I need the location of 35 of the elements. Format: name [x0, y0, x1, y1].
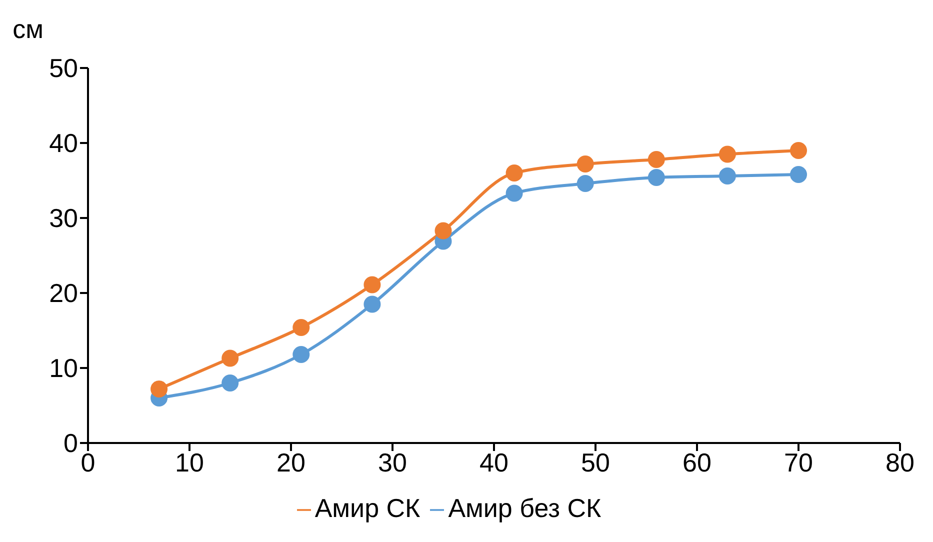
- point: [718, 146, 736, 163]
- point: [576, 156, 594, 172]
- point: [364, 296, 381, 313]
- point: [790, 142, 807, 159]
- x-tick-label: 20: [276, 447, 306, 478]
- y-tick-label: 10: [49, 353, 78, 384]
- point: [292, 319, 310, 336]
- legend-label: Амир без СК: [448, 493, 602, 523]
- y-tick-label: 0: [64, 428, 78, 458]
- x-tick-label: 30: [378, 447, 407, 478]
- point: [718, 168, 736, 184]
- y-tick-label: 50: [49, 53, 78, 84]
- point: [648, 151, 665, 168]
- point: [364, 276, 381, 294]
- point: [576, 175, 594, 192]
- x-tick-label: 80: [886, 447, 914, 478]
- y-tick-label: 30: [49, 203, 78, 234]
- point: [790, 166, 807, 183]
- point: [506, 164, 523, 182]
- point: [222, 374, 239, 392]
- legend-label: Амир СК: [314, 493, 420, 523]
- point: [648, 169, 665, 186]
- point: [434, 222, 452, 240]
- point: [506, 184, 523, 202]
- y-axis-title: см: [12, 14, 44, 44]
- y-tick-label: 20: [49, 278, 78, 308]
- x-tick-label: 60: [682, 447, 712, 478]
- x-tick-label: 40: [480, 447, 508, 478]
- x-tick-label: 10: [175, 447, 204, 478]
- point: [150, 380, 168, 398]
- point: [292, 346, 310, 363]
- y-tick-label: 40: [49, 128, 78, 158]
- x-tick-label: 50: [581, 447, 610, 478]
- point: [222, 350, 239, 367]
- x-tick-label: 70: [784, 447, 813, 478]
